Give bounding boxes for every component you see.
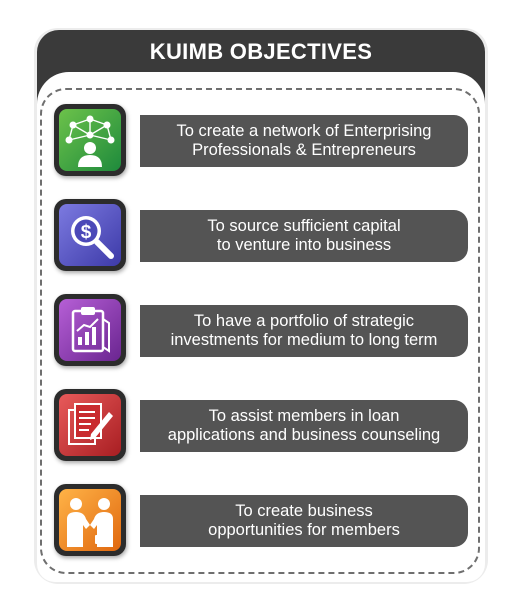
dashed-border <box>40 88 480 574</box>
icon-frame <box>54 104 126 176</box>
objective-label-bar: To create a network of Enterprising Prof… <box>140 115 468 167</box>
objective-text: To assist members in loan applications a… <box>167 407 441 444</box>
objective-item-3: To have a portfolio of strategic investm… <box>0 294 522 374</box>
icon-frame <box>54 294 126 366</box>
objective-text: To create business opportunities for mem… <box>208 502 400 539</box>
objective-text: To create a network of Enterprising Prof… <box>176 122 432 159</box>
objective-text: To have a portfolio of strategic investm… <box>170 312 438 349</box>
objective-item-4: To assist members in loan applications a… <box>0 389 522 469</box>
handshake-icon <box>59 489 121 551</box>
clipboard-chart-icon <box>59 299 121 361</box>
network-icon <box>59 109 121 171</box>
objective-item-5: To create business opportunities for mem… <box>0 484 522 564</box>
objective-label-bar: To have a portfolio of strategic investm… <box>140 305 468 357</box>
objective-item-2: $ To source sufficient capital to ventur… <box>0 199 522 279</box>
icon-frame: $ <box>54 199 126 271</box>
objective-label-bar: To assist members in loan applications a… <box>140 400 468 452</box>
objective-item-1: To create a network of Enterprising Prof… <box>0 104 522 184</box>
svg-text:$: $ <box>81 222 92 243</box>
dollar-magnifier-icon: $ <box>59 204 121 266</box>
objective-label-bar: To create business opportunities for mem… <box>140 495 468 547</box>
objective-text: To source sufficient capital to venture … <box>207 217 401 254</box>
page-title: KUIMB OBJECTIVES <box>149 39 373 64</box>
document-pen-icon <box>59 394 121 456</box>
objective-label-bar: To source sufficient capital to venture … <box>140 210 468 262</box>
icon-frame <box>54 484 126 556</box>
icon-frame <box>54 389 126 461</box>
